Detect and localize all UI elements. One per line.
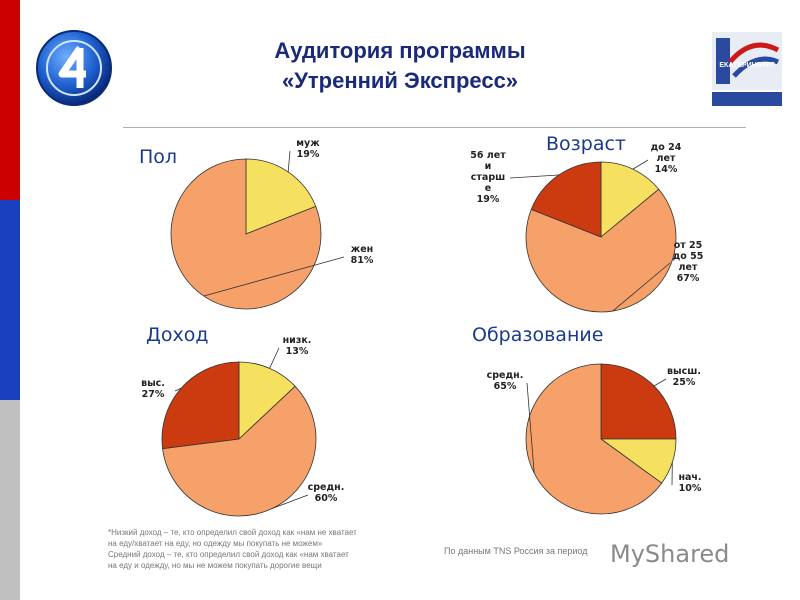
- leader-line-age-2: [509, 174, 559, 179]
- slice-label-income-0: низк. 13%: [283, 335, 312, 357]
- partner-logo-text: ЕКАТЕРИНБУРГ: [719, 62, 775, 69]
- footnote: *Низкий доход – те, кто определил свой д…: [108, 527, 408, 571]
- leader-line-education-0: [653, 378, 667, 387]
- pie-slice-income-1: [162, 385, 317, 517]
- pie-slice-gender-0: [245, 158, 317, 235]
- pie-slice-income-0: [238, 361, 296, 440]
- leader-line-income-1: [271, 494, 309, 510]
- partner-logo-icon: [712, 32, 782, 106]
- section-title-education: Образование: [472, 324, 604, 346]
- leader-line-age-1: [612, 262, 671, 312]
- side-stripe-red: [0, 0, 20, 200]
- section-title-income: Доход: [146, 324, 209, 346]
- leader-line-education-2: [526, 382, 535, 474]
- leader-line-gender-0: [287, 150, 291, 173]
- slice-label-gender-0: муж 19%: [296, 138, 320, 160]
- footnote-line-3: Средний доход – те, кто определил свой д…: [108, 550, 349, 559]
- title-line-2: «Утренний Экспресс»: [281, 68, 519, 93]
- leader-line-income-2: [174, 387, 182, 392]
- slice-label-age-2: 56 лет и старш е 19%: [470, 150, 506, 205]
- footnote-line-1: *Низкий доход – те, кто определил свой д…: [108, 528, 357, 537]
- side-stripe-blue: [0, 200, 20, 400]
- side-stripe-gray: [0, 400, 20, 600]
- source-note: По данным TNS Россия за период: [444, 546, 588, 556]
- pie-slice-education-0: [600, 363, 677, 440]
- slice-label-income-2: выс. 27%: [141, 378, 165, 400]
- slice-label-age-0: до 24 лет 14%: [651, 142, 682, 175]
- slice-label-education-2: средн. 65%: [487, 370, 524, 392]
- channel-4-logo-icon: [36, 30, 112, 106]
- slice-label-education-0: высш. 25%: [667, 366, 701, 388]
- title-line-1: Аудитория программы: [274, 38, 526, 63]
- watermark: MyShared: [610, 540, 730, 568]
- footnote-line-2: на еду/хватает на еду, но одежду мы поку…: [108, 539, 323, 548]
- leader-line-age-0: [632, 159, 649, 170]
- pie-slice-income-2: [161, 361, 240, 450]
- leader-line-income-0: [269, 347, 280, 369]
- slice-label-education-1: нач. 10%: [678, 472, 701, 494]
- section-title-age: Возраст: [546, 133, 626, 155]
- slice-label-age-1: от 25 до 55 лет 67%: [673, 240, 704, 284]
- slice-label-gender-1: жен 81%: [351, 244, 374, 266]
- section-title-gender: Пол: [139, 146, 178, 168]
- page-title: Аудитория программы «Утренний Экспресс»: [200, 36, 600, 96]
- slice-label-income-1: средн. 60%: [308, 482, 345, 504]
- pie-slice-age-2: [530, 161, 602, 238]
- leader-line-gender-1: [203, 256, 345, 297]
- header-divider: [123, 127, 746, 128]
- footnote-line-4: на еду и одежду, но мы не можем покупать…: [108, 561, 322, 570]
